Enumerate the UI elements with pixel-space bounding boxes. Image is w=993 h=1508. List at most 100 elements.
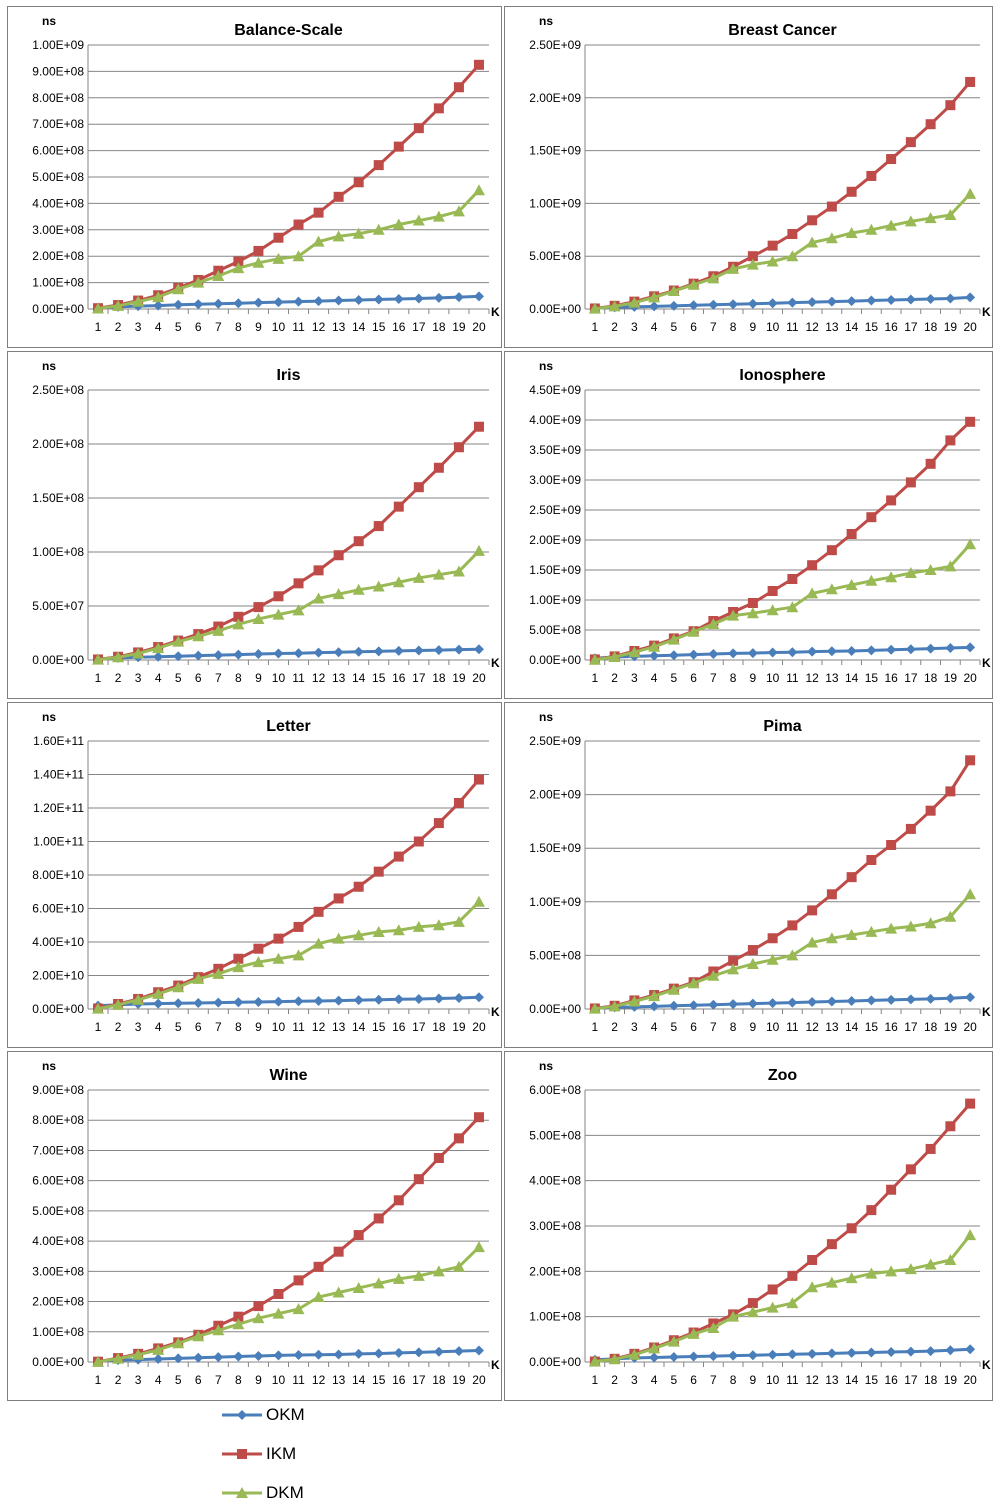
- x-tick-label: 14: [352, 1020, 366, 1034]
- x-tick-label: 8: [235, 671, 242, 685]
- data-point-ikm: [453, 82, 464, 93]
- data-point-dkm: [452, 205, 465, 217]
- data-point-okm: [905, 1346, 916, 1357]
- data-point-ikm: [787, 920, 798, 931]
- data-point-dkm: [412, 571, 425, 583]
- data-point-okm: [905, 644, 916, 655]
- data-point-dkm: [132, 647, 145, 659]
- data-point-ikm: [905, 137, 916, 148]
- x-tick-label: 3: [631, 320, 638, 334]
- x-tick-label: 8: [235, 320, 242, 334]
- chart-iris: Iris ns 0.00E+00 5.00E+07 1.00E+08 1.50E+08 2.…: [32, 359, 500, 685]
- data-point-dkm: [727, 1310, 740, 1322]
- data-point-ikm: [886, 839, 897, 850]
- data-point-dkm: [944, 910, 957, 922]
- data-point-dkm: [232, 618, 245, 630]
- data-point-okm: [213, 650, 224, 661]
- data-point-okm: [433, 993, 444, 1004]
- data-point-ikm: [413, 836, 424, 847]
- x-tick-label: 7: [710, 1020, 717, 1034]
- data-point-dkm: [786, 949, 799, 961]
- x-tick-label: 11: [292, 1373, 305, 1387]
- data-point-ikm: [433, 462, 444, 473]
- data-point-dkm: [192, 630, 205, 642]
- x-tick-label: 3: [631, 1020, 638, 1034]
- x-tick-label: 17: [904, 1373, 918, 1387]
- data-point-ikm: [233, 256, 244, 267]
- y-tick-label: 6.00E+08: [529, 1083, 581, 1097]
- data-point-okm: [193, 650, 204, 661]
- x-tick-label: 1: [95, 320, 102, 334]
- data-point-ikm: [886, 495, 897, 506]
- series-line-ikm: [97, 1116, 481, 1364]
- y-tick-label: 5.00E+08: [529, 623, 581, 637]
- y-unit-label: ns: [42, 710, 56, 724]
- y-tick-label: 8.00E+08: [32, 1113, 84, 1127]
- data-point-dkm: [628, 296, 641, 308]
- x-tick-label: 19: [452, 1020, 466, 1034]
- x-tick-label: 17: [412, 1373, 426, 1387]
- x-tick-label: 8: [730, 1020, 737, 1034]
- x-tick-label: 14: [845, 671, 859, 685]
- data-point-ikm: [293, 578, 304, 589]
- x-tick-label: 14: [845, 320, 859, 334]
- y-tick-label: 1.00E+09: [529, 895, 581, 909]
- y-tick-label: 2.00E+10: [32, 969, 84, 983]
- data-point-dkm: [152, 987, 165, 999]
- legend-marker-square: [237, 1449, 247, 1459]
- y-tick-label: 2.00E+08: [32, 249, 84, 263]
- data-point-okm: [213, 1352, 224, 1363]
- series-line-ikm: [594, 1102, 972, 1364]
- data-point-dkm: [727, 609, 740, 621]
- data-point-ikm: [473, 774, 484, 785]
- data-point-okm: [945, 293, 956, 304]
- data-point-dkm: [112, 299, 125, 311]
- x-axis-label: K: [982, 305, 991, 319]
- data-point-okm: [213, 997, 224, 1008]
- x-tick-label: 16: [392, 1373, 406, 1387]
- data-point-dkm: [944, 560, 957, 572]
- data-point-okm: [233, 298, 244, 309]
- y-tick-label: 4.50E+09: [529, 383, 581, 397]
- x-tick-label: 16: [884, 320, 898, 334]
- data-point-okm: [353, 295, 364, 306]
- data-point-okm: [393, 1347, 404, 1358]
- x-tick-label: 10: [766, 671, 780, 685]
- x-axis-label: K: [982, 656, 991, 670]
- data-point-ikm: [313, 207, 324, 218]
- x-tick-label: 14: [352, 671, 366, 685]
- data-point-dkm: [865, 574, 878, 586]
- data-point-ikm: [373, 1213, 384, 1224]
- y-tick-label: 1.50E+09: [529, 841, 581, 855]
- x-tick-label: 13: [825, 320, 839, 334]
- data-point-okm: [747, 298, 758, 309]
- data-point-ikm: [866, 854, 877, 865]
- y-tick-label: 0.00E+00: [32, 1355, 84, 1369]
- data-point-dkm: [766, 604, 779, 616]
- data-point-okm: [253, 1350, 264, 1361]
- data-point-dkm: [412, 1269, 425, 1281]
- data-point-okm: [807, 1348, 818, 1359]
- data-point-okm: [767, 998, 778, 1009]
- data-point-okm: [708, 1351, 719, 1362]
- x-axis-label: K: [491, 656, 500, 670]
- data-point-okm: [866, 995, 877, 1006]
- data-point-dkm: [964, 1229, 977, 1241]
- data-point-okm: [373, 1348, 384, 1359]
- data-point-ikm: [807, 1255, 818, 1265]
- data-point-okm: [413, 645, 424, 656]
- x-tick-label: 14: [845, 1020, 859, 1034]
- data-point-ikm: [905, 1164, 916, 1175]
- data-point-okm: [846, 296, 857, 307]
- data-point-okm: [473, 992, 484, 1003]
- data-point-dkm: [687, 625, 700, 637]
- x-tick-label: 9: [255, 1373, 262, 1387]
- x-tick-label: 19: [944, 671, 958, 685]
- data-point-ikm: [313, 565, 324, 576]
- data-point-dkm: [92, 653, 105, 665]
- data-point-okm: [413, 293, 424, 304]
- x-tick-label: 15: [372, 1020, 386, 1034]
- x-tick-label: 10: [766, 1373, 780, 1387]
- x-tick-label: 17: [412, 1020, 426, 1034]
- y-tick-label: 5.00E+08: [529, 948, 581, 962]
